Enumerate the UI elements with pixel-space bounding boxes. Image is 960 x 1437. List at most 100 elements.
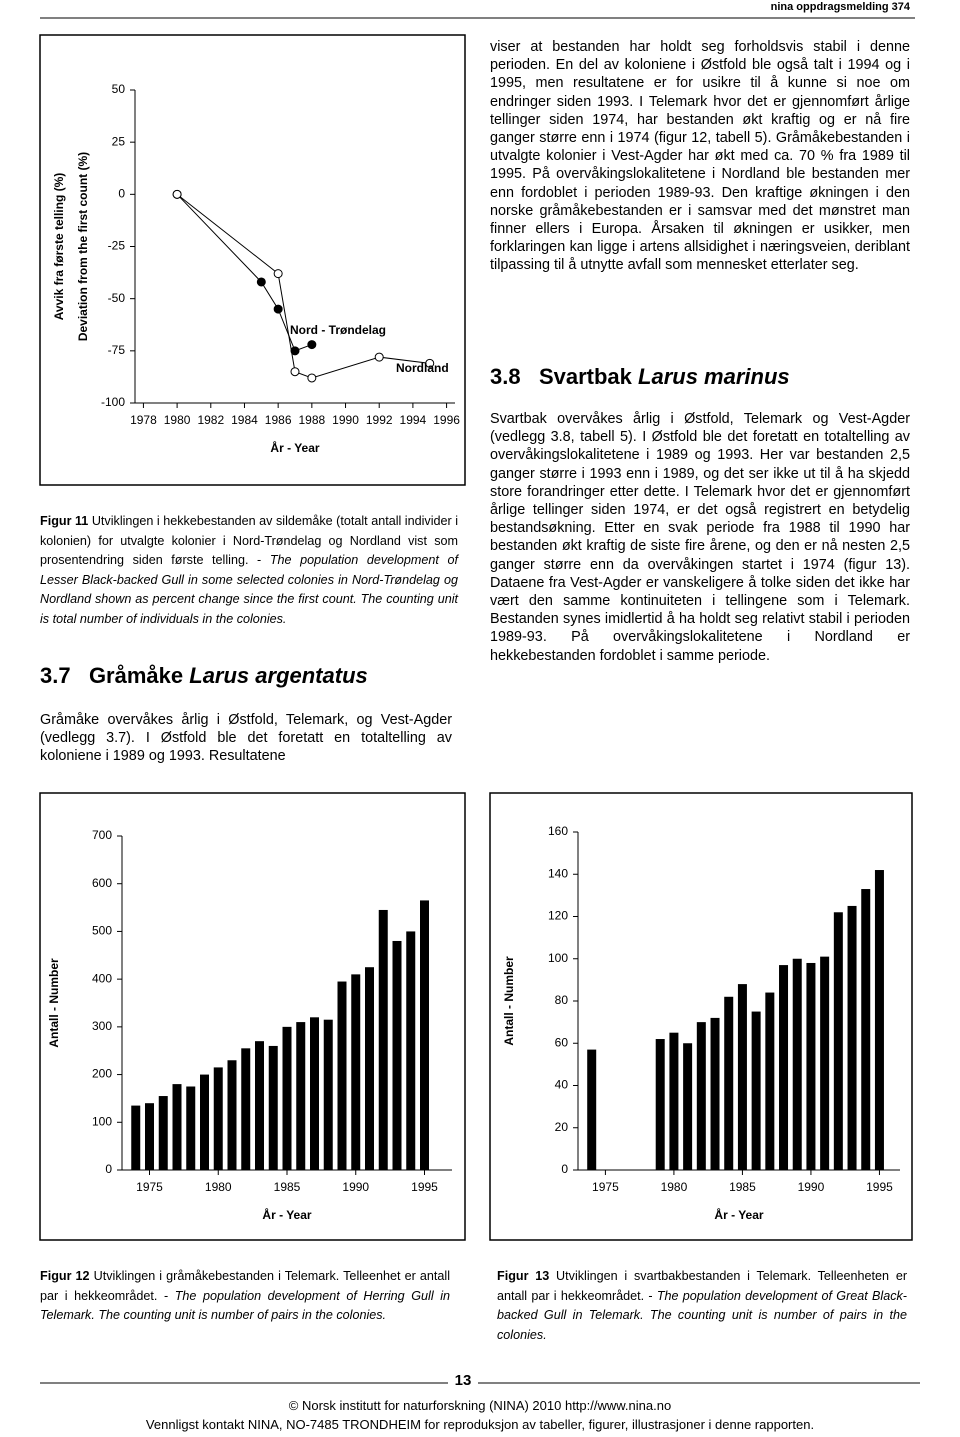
section-heading: 3.7 Gråmåke Larus argentatus bbox=[40, 663, 368, 689]
y-tick-label: 80 bbox=[555, 993, 569, 1007]
y-tick-label: 300 bbox=[92, 1019, 112, 1033]
point bbox=[290, 367, 300, 377]
y-tick-label: 100 bbox=[92, 1114, 112, 1128]
y-tick-label: -50 bbox=[108, 291, 126, 305]
figure-frame bbox=[489, 792, 913, 1241]
x-tick-label: 1978 bbox=[130, 413, 157, 427]
point bbox=[425, 358, 435, 368]
bar bbox=[806, 962, 816, 1170]
y-tick-label: 500 bbox=[92, 924, 112, 938]
y-tick-label: 400 bbox=[92, 971, 112, 985]
paragraph: Gråmåke overvåkes årlig i Østfold, Telem… bbox=[40, 712, 452, 765]
bar bbox=[655, 1039, 665, 1170]
section-name: Svartbak bbox=[538, 364, 632, 389]
bar bbox=[172, 1084, 182, 1170]
x-tick-label: 1984 bbox=[231, 413, 258, 427]
bar bbox=[683, 1043, 693, 1170]
caption-label: Figur 13 bbox=[497, 1269, 550, 1283]
figure-frame bbox=[39, 34, 466, 486]
y-tick-label: 20 bbox=[555, 1120, 569, 1134]
bar bbox=[296, 1022, 306, 1170]
header: nina oppdragsmelding 374 bbox=[770, 1, 910, 13]
y-tick-label: 25 bbox=[112, 134, 126, 148]
bar bbox=[392, 940, 402, 1170]
bar bbox=[861, 889, 871, 1170]
bar bbox=[765, 992, 775, 1170]
caption-text: Utviklingen i svartbakbestanden i Telema… bbox=[497, 1269, 908, 1303]
x-tick-label: 1994 bbox=[400, 413, 427, 427]
x-tick-label: 1990 bbox=[342, 1180, 369, 1194]
y-tick-label: -25 bbox=[108, 239, 126, 253]
x-tick-label: 1980 bbox=[661, 1180, 688, 1194]
x-tick-label: 1985 bbox=[274, 1180, 301, 1194]
y-axis-label: Avvik fra første telling (%) bbox=[52, 173, 66, 321]
bar bbox=[420, 900, 429, 1170]
point bbox=[172, 189, 182, 199]
caption-label: Figur 12 bbox=[40, 1269, 90, 1283]
x-axis-label: År - Year bbox=[270, 440, 319, 455]
figure-frame bbox=[39, 792, 466, 1241]
section-heading: 3.8 Svartbak Larus marinus bbox=[490, 364, 790, 390]
y-tick-label: -100 bbox=[101, 395, 125, 409]
bar bbox=[792, 958, 802, 1170]
x-axis-label: År - Year bbox=[714, 1207, 763, 1222]
y-tick-label: 40 bbox=[555, 1078, 569, 1092]
bar bbox=[268, 1045, 278, 1170]
bar bbox=[158, 1096, 168, 1170]
caption-label: Figur 11 bbox=[40, 514, 89, 528]
y-tick-label: 0 bbox=[118, 187, 125, 201]
x-tick-label: 1980 bbox=[205, 1180, 232, 1194]
bar bbox=[833, 912, 843, 1170]
bar bbox=[255, 1041, 264, 1170]
point bbox=[307, 373, 317, 383]
y-axis-label: Deviation from the first count (%) bbox=[76, 152, 90, 341]
point bbox=[273, 269, 283, 279]
x-tick-label: 1982 bbox=[197, 413, 224, 427]
point bbox=[374, 352, 384, 362]
x-tick-label: 1990 bbox=[798, 1180, 825, 1194]
bar bbox=[779, 965, 789, 1170]
caption-english: The population development of Herring Gu… bbox=[40, 1288, 450, 1323]
x-tick-label: 1985 bbox=[729, 1180, 756, 1194]
x-tick-label: 1980 bbox=[164, 413, 191, 427]
y-tick-label: 120 bbox=[548, 909, 568, 923]
y-tick-label: 50 bbox=[112, 82, 126, 96]
bar bbox=[696, 1022, 706, 1170]
section-number: 3.7 bbox=[40, 663, 71, 688]
bar bbox=[351, 974, 361, 1170]
bar bbox=[751, 1011, 761, 1170]
bar bbox=[337, 981, 347, 1170]
point bbox=[256, 277, 266, 287]
bar bbox=[847, 905, 857, 1170]
line bbox=[176, 193, 430, 379]
paragraph: viser at bestanden har holdt seg forhold… bbox=[490, 39, 910, 274]
bar bbox=[145, 1103, 154, 1170]
x-tick-label: 1975 bbox=[136, 1180, 163, 1194]
section-name: Gråmåke bbox=[88, 663, 184, 688]
caption: Figur 11 Utviklingen i hekkebestanden av… bbox=[40, 512, 458, 629]
bar bbox=[282, 1026, 292, 1170]
x-tick-label: 1995 bbox=[866, 1180, 893, 1194]
y-axis-label: Antall - Number bbox=[47, 958, 61, 1048]
section-latin: Larus marinus bbox=[638, 364, 790, 389]
y-tick-label: -75 bbox=[108, 343, 126, 357]
y-tick-label: 100 bbox=[548, 951, 568, 965]
point bbox=[273, 304, 283, 314]
x-tick-label: 1995 bbox=[411, 1180, 438, 1194]
x-tick-label: 1996 bbox=[433, 413, 460, 427]
caption-english: The population development of Great Blac… bbox=[497, 1288, 907, 1342]
bar bbox=[227, 1060, 237, 1170]
caption-text: Utviklingen i hekkebestanden av sildemåk… bbox=[40, 514, 459, 567]
y-tick-label: 160 bbox=[548, 824, 568, 838]
bar bbox=[200, 1074, 209, 1170]
y-tick-label: 0 bbox=[105, 1162, 112, 1176]
bar bbox=[213, 1067, 223, 1170]
caption: Figur 12 Utviklingen i gråmåkebestanden … bbox=[40, 1267, 450, 1326]
bar bbox=[874, 870, 884, 1170]
section-latin: Larus argentatus bbox=[189, 663, 368, 688]
bar bbox=[241, 1048, 251, 1170]
bar bbox=[131, 1105, 141, 1170]
bar bbox=[710, 1017, 720, 1170]
y-tick-label: 140 bbox=[548, 866, 568, 880]
